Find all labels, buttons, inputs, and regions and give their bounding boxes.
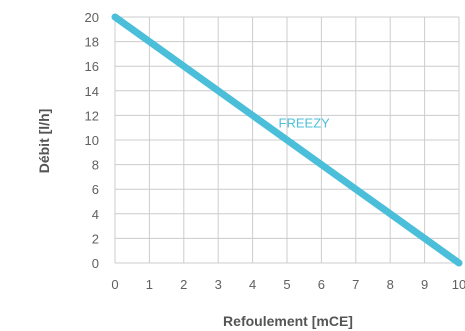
- y-tick-label: 0: [92, 256, 99, 271]
- y-tick-label: 20: [85, 10, 99, 25]
- series-layer: [111, 13, 463, 267]
- x-tick-label: 10: [452, 277, 465, 292]
- x-tick-label: 5: [283, 277, 290, 292]
- x-tick-label: 0: [111, 277, 118, 292]
- series-label: FREEZY: [279, 116, 331, 131]
- y-tick-label: 14: [85, 84, 99, 99]
- x-axis-ticks: 0 1 2 3 4 5 6 7 8 9 10: [111, 277, 465, 292]
- x-tick-label: 6: [318, 277, 325, 292]
- grid: [114, 16, 460, 264]
- x-tick-label: 8: [387, 277, 394, 292]
- series-line-freezy: [111, 13, 463, 267]
- y-tick-label: 4: [92, 207, 99, 222]
- x-tick-label: 3: [215, 277, 222, 292]
- y-tick-label: 2: [92, 231, 99, 246]
- x-tick-label: 7: [352, 277, 359, 292]
- y-tick-label: 10: [85, 133, 99, 148]
- y-tick-label: 12: [85, 108, 99, 123]
- x-tick-label: 9: [421, 277, 428, 292]
- x-axis-title: Refoulement [mCE]: [223, 313, 353, 329]
- y-axis-ticks: 0 2 4 6 8 10 12 14 16 18 20: [85, 10, 99, 271]
- y-tick-label: 16: [85, 59, 99, 74]
- y-tick-label: 6: [92, 182, 99, 197]
- x-tick-label: 4: [249, 277, 256, 292]
- y-tick-label: 8: [92, 158, 99, 173]
- annotations: FREEZY: [279, 116, 331, 131]
- x-tick-label: 1: [146, 277, 153, 292]
- x-tick-label: 2: [180, 277, 187, 292]
- y-axis-title: Débit [l/h]: [36, 109, 52, 174]
- y-tick-label: 18: [85, 35, 99, 50]
